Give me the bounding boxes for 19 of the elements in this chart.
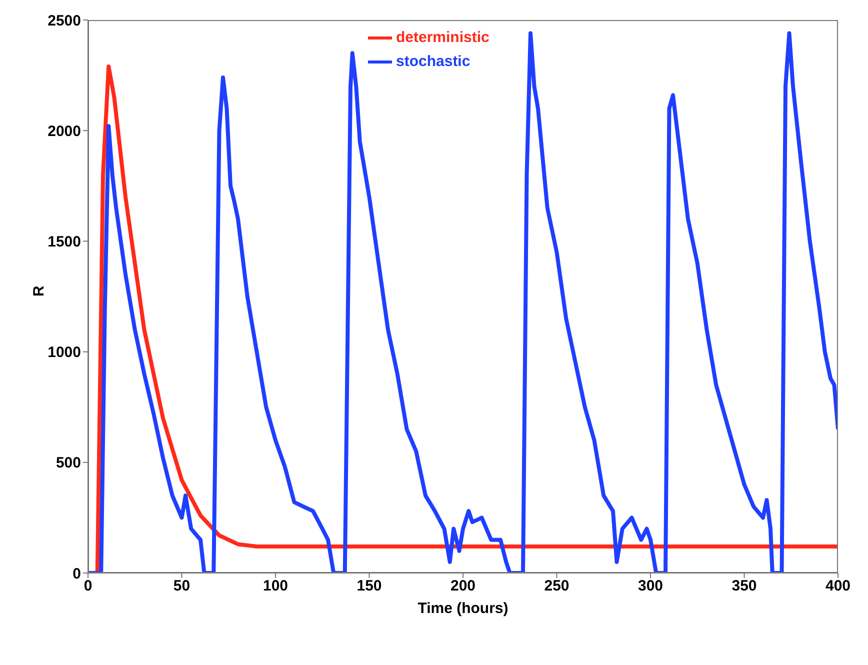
x-tick-label: 350 xyxy=(732,578,757,595)
y-tick-label: 0 xyxy=(72,565,81,582)
x-tick-label: 150 xyxy=(356,578,382,595)
x-tick-label: 50 xyxy=(173,578,190,595)
y-tick-label: 1500 xyxy=(48,234,81,251)
y-tick-label: 1000 xyxy=(48,344,81,362)
x-tick-label: 400 xyxy=(825,578,851,595)
y-tick-label: 2000 xyxy=(48,122,81,140)
y-tick-label: 2500 xyxy=(48,12,81,30)
x-tick-label: 250 xyxy=(544,578,570,595)
legend-label: stochastic xyxy=(396,53,470,70)
y-axis-title: R xyxy=(30,286,48,296)
x-tick-label: 100 xyxy=(262,578,288,595)
x-tick-label: 0 xyxy=(84,578,92,595)
y-tick-label: 500 xyxy=(56,454,81,472)
x-tick-label: 300 xyxy=(638,578,664,595)
legend-label: deterministic xyxy=(396,29,490,46)
x-tick-label: 200 xyxy=(450,578,476,595)
x-axis-title: Time (hours) xyxy=(418,600,508,617)
